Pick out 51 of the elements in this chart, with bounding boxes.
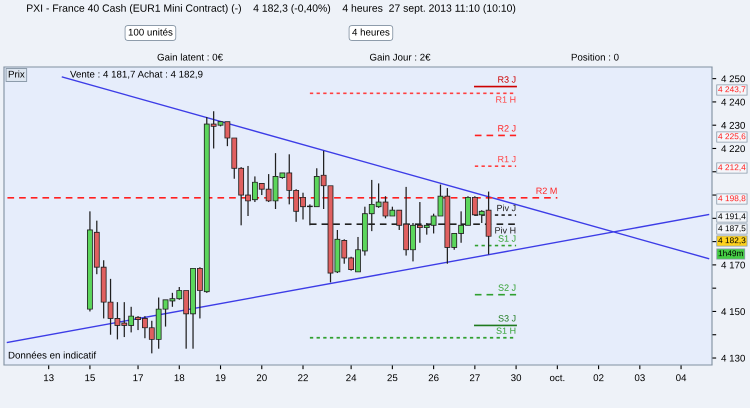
text: 4 212,4 [718,164,746,172]
x-tick-label: 02 [594,374,604,382]
series-label: S2 J [498,284,516,291]
text: 1h49m [718,250,743,256]
series-label: R3 J [498,76,516,83]
series-label: S1 J [498,235,516,242]
text: 4 182,3 [718,237,746,244]
text: 4 187,5 [718,225,746,232]
text: 4 225,6 [718,133,746,140]
x-tick-label: 18 [174,374,184,382]
text: 4 198,8 [718,195,746,202]
text: Gain latent : 0€ [158,53,223,61]
y-tick-label: 4 170 [721,262,745,269]
text: Gain Jour : 2€ [370,53,430,61]
y-tick-label: 4 250 [721,75,745,82]
series-label: R1 J [498,156,516,162]
series-label: S1 H [496,328,516,334]
y-tick-label: 4 150 [721,308,745,316]
series-label: Piv H [495,226,516,234]
series-label: R2 M [536,188,557,194]
text: 100 unités [128,28,173,36]
text: Position : 0 [572,53,619,61]
y-tick-label: 4 220 [721,145,745,152]
x-tick-label: 27 [470,374,480,382]
x-tick-label: 26 [428,374,439,382]
x-tick-label: 19 [216,374,226,382]
series-label: R2 J [498,125,516,132]
text: 4 heures [352,28,390,36]
series-label: S3 J [498,315,516,322]
annotation: Vente : 4 181,7 Achat : 4 182,9 [70,70,203,79]
y-tick-label: 4 230 [721,122,745,129]
x-tick-label: 15 [85,374,95,382]
chart-title: PXI - France 40 Cash (EUR1 Mini Contract) (-) 4 182,3 (-0,40%) 4 heures 27 sept. 2013 11:10 (10:10) [27,4,516,14]
x-tick-label: 25 [387,374,398,382]
x-tick-label: 13 [44,374,54,382]
x-tick-label: 30 [511,374,522,382]
series-label: R1 H [496,96,516,103]
x-tick-label: 03 [634,374,645,382]
y-tick-label: 4 240 [721,98,745,106]
x-tick-label: 20 [256,374,267,382]
text: 4 243,7 [718,86,746,94]
x-tick-label: oct. [550,374,564,382]
y-tick-label: 4 130 [721,354,745,362]
x-tick-label: 17 [133,374,143,382]
x-tick-label: 22 [298,374,308,382]
x-tick-label: 04 [676,374,686,382]
text: 4 191,4 [718,213,746,220]
x-tick-label: 24 [346,374,356,382]
annotation: Prix [8,70,25,78]
annotation: Données en indicatif [8,351,96,359]
series-label: Piv J [497,204,516,212]
